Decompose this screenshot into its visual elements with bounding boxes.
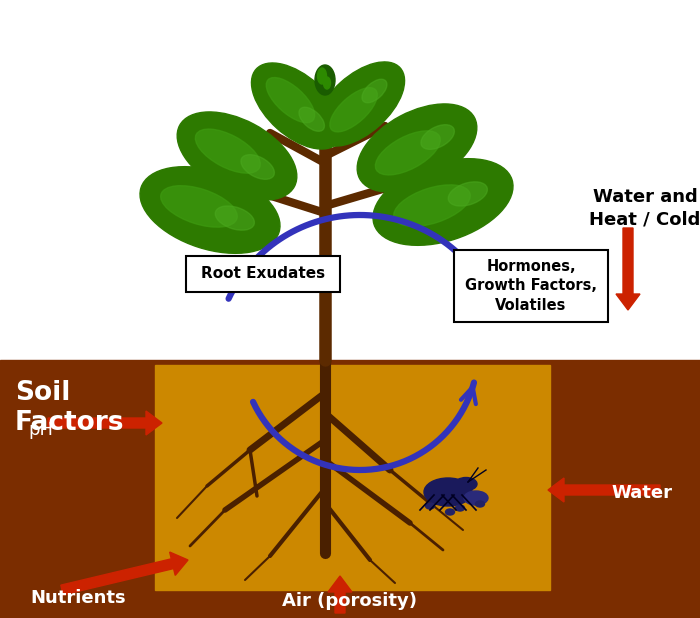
Text: Root Exudates: Root Exudates xyxy=(201,266,325,282)
Text: Water: Water xyxy=(611,484,672,502)
Ellipse shape xyxy=(357,104,477,192)
Ellipse shape xyxy=(448,182,487,206)
Ellipse shape xyxy=(456,505,465,511)
FancyBboxPatch shape xyxy=(454,250,608,322)
Ellipse shape xyxy=(177,112,297,200)
Ellipse shape xyxy=(455,478,477,491)
Ellipse shape xyxy=(445,509,454,515)
FancyArrow shape xyxy=(61,552,188,595)
Bar xyxy=(155,365,550,590)
FancyArrow shape xyxy=(616,228,640,310)
Ellipse shape xyxy=(316,62,405,146)
Ellipse shape xyxy=(215,206,254,230)
Ellipse shape xyxy=(373,159,513,245)
Ellipse shape xyxy=(315,65,335,95)
Text: Soil
Factors: Soil Factors xyxy=(15,380,125,436)
Ellipse shape xyxy=(362,79,387,103)
Ellipse shape xyxy=(299,107,325,131)
Text: Hormones,
Growth Factors,
Volatiles: Hormones, Growth Factors, Volatiles xyxy=(465,259,597,313)
FancyArrow shape xyxy=(548,478,660,502)
Ellipse shape xyxy=(251,63,342,149)
Text: Nutrients: Nutrients xyxy=(30,589,125,607)
Ellipse shape xyxy=(318,68,326,84)
Ellipse shape xyxy=(375,131,440,175)
Text: Water and
Heat / Cold: Water and Heat / Cold xyxy=(589,188,700,228)
Text: pH: pH xyxy=(28,421,53,439)
FancyBboxPatch shape xyxy=(186,256,340,292)
Ellipse shape xyxy=(475,501,484,507)
Text: Air (porosity): Air (porosity) xyxy=(283,592,417,610)
Ellipse shape xyxy=(241,154,274,179)
FancyArrow shape xyxy=(48,411,162,435)
Ellipse shape xyxy=(464,491,488,505)
FancyArrow shape xyxy=(328,576,352,613)
Ellipse shape xyxy=(330,88,377,132)
Ellipse shape xyxy=(195,129,260,173)
Ellipse shape xyxy=(426,503,435,509)
Ellipse shape xyxy=(161,185,237,227)
Ellipse shape xyxy=(140,167,280,253)
Ellipse shape xyxy=(323,77,330,89)
Ellipse shape xyxy=(424,478,472,506)
Bar xyxy=(0,360,700,618)
Ellipse shape xyxy=(266,77,315,123)
Ellipse shape xyxy=(393,185,470,226)
Ellipse shape xyxy=(421,125,454,150)
